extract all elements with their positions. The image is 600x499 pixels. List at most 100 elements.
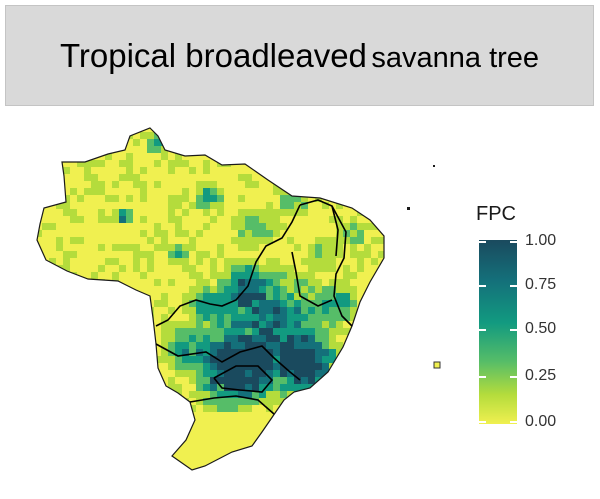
title-sub: savanna tree xyxy=(371,41,540,74)
fpc-cell xyxy=(168,468,175,470)
fpc-cell xyxy=(273,265,280,272)
fpc-cell xyxy=(77,356,84,363)
fpc-cell xyxy=(119,335,126,342)
fpc-cell xyxy=(252,377,259,384)
fpc-cell xyxy=(308,391,315,398)
fpc-cell xyxy=(273,223,280,230)
fpc-cell xyxy=(322,244,329,251)
fpc-cell xyxy=(266,356,273,363)
fpc-cell xyxy=(126,160,133,167)
fpc-cell xyxy=(350,370,357,377)
fpc-cell xyxy=(196,335,203,342)
fpc-cell xyxy=(77,426,84,433)
fpc-cell xyxy=(371,286,378,293)
fpc-cell xyxy=(308,433,315,440)
fpc-cell xyxy=(301,153,308,160)
fpc-cell xyxy=(336,461,343,468)
fpc-cell xyxy=(56,412,63,419)
fpc-cell xyxy=(112,293,119,300)
fpc-cell xyxy=(168,419,175,426)
fpc-cell xyxy=(196,195,203,202)
fpc-cell xyxy=(322,230,329,237)
fpc-cell xyxy=(336,251,343,258)
fpc-cell xyxy=(175,342,182,349)
fpc-cell xyxy=(378,174,384,181)
fpc-cell xyxy=(133,377,140,384)
fpc-cell xyxy=(350,468,357,470)
fpc-cell xyxy=(336,370,343,377)
fpc-cell xyxy=(203,174,210,181)
fpc-cell xyxy=(77,307,84,314)
fpc-cell xyxy=(336,412,343,419)
fpc-cell xyxy=(98,419,105,426)
fpc-cell xyxy=(266,377,273,384)
fpc-cell xyxy=(224,272,231,279)
fpc-cell xyxy=(49,370,56,377)
fpc-cell xyxy=(336,377,343,384)
fpc-cell xyxy=(147,286,154,293)
fpc-cell xyxy=(273,258,280,265)
fpc-cell xyxy=(322,419,329,426)
fpc-cell xyxy=(217,258,224,265)
fpc-cell xyxy=(49,153,56,160)
fpc-cell xyxy=(238,307,245,314)
fpc-cell xyxy=(168,160,175,167)
fpc-cell xyxy=(273,160,280,167)
fpc-cell xyxy=(252,314,259,321)
fpc-cell xyxy=(378,335,384,342)
fpc-cell xyxy=(105,300,112,307)
fpc-cell xyxy=(343,454,350,461)
fpc-cell xyxy=(245,223,252,230)
fpc-cell xyxy=(238,454,245,461)
fpc-cell xyxy=(252,356,259,363)
fpc-cell xyxy=(259,335,266,342)
fpc-cell xyxy=(203,328,210,335)
fpc-cell xyxy=(189,188,196,195)
fpc-cell xyxy=(217,153,224,160)
fpc-cell xyxy=(147,195,154,202)
fpc-cell xyxy=(343,153,350,160)
fpc-cell xyxy=(63,328,70,335)
fpc-cell xyxy=(301,447,308,454)
fpc-cell xyxy=(161,321,168,328)
fpc-cell xyxy=(350,188,357,195)
fpc-cell xyxy=(252,244,259,251)
fpc-cell xyxy=(364,167,371,174)
fpc-cell xyxy=(259,195,266,202)
fpc-cell xyxy=(84,391,91,398)
fpc-cell xyxy=(245,258,252,265)
fpc-cell xyxy=(322,447,329,454)
fpc-cell xyxy=(378,128,384,132)
fpc-cell xyxy=(357,440,364,447)
fpc-cell xyxy=(119,265,126,272)
fpc-cell xyxy=(168,209,175,216)
fpc-cell xyxy=(168,328,175,335)
fpc-cell xyxy=(259,188,266,195)
fpc-cell xyxy=(217,370,224,377)
fpc-cell xyxy=(287,433,294,440)
fpc-cell xyxy=(238,426,245,433)
fpc-cell xyxy=(322,335,329,342)
fpc-cell xyxy=(301,433,308,440)
fpc-cell xyxy=(147,160,154,167)
fpc-cell xyxy=(49,349,56,356)
fpc-cell xyxy=(63,286,70,293)
fpc-cell xyxy=(266,468,273,470)
fpc-cell xyxy=(329,391,336,398)
fpc-cell xyxy=(238,209,245,216)
fpc-cell xyxy=(119,251,126,258)
fpc-cell xyxy=(49,188,56,195)
fpc-cell xyxy=(210,160,217,167)
fpc-cell xyxy=(56,146,63,153)
fpc-cell xyxy=(84,216,91,223)
fpc-cell xyxy=(63,272,70,279)
fpc-cell xyxy=(140,279,147,286)
fpc-cell xyxy=(140,188,147,195)
fpc-cell xyxy=(147,128,154,132)
fpc-cell xyxy=(315,216,322,223)
fpc-cell xyxy=(336,363,343,370)
fpc-cell xyxy=(189,447,196,454)
fpc-cell xyxy=(161,440,168,447)
fpc-cell xyxy=(252,153,259,160)
fpc-cell xyxy=(126,384,133,391)
